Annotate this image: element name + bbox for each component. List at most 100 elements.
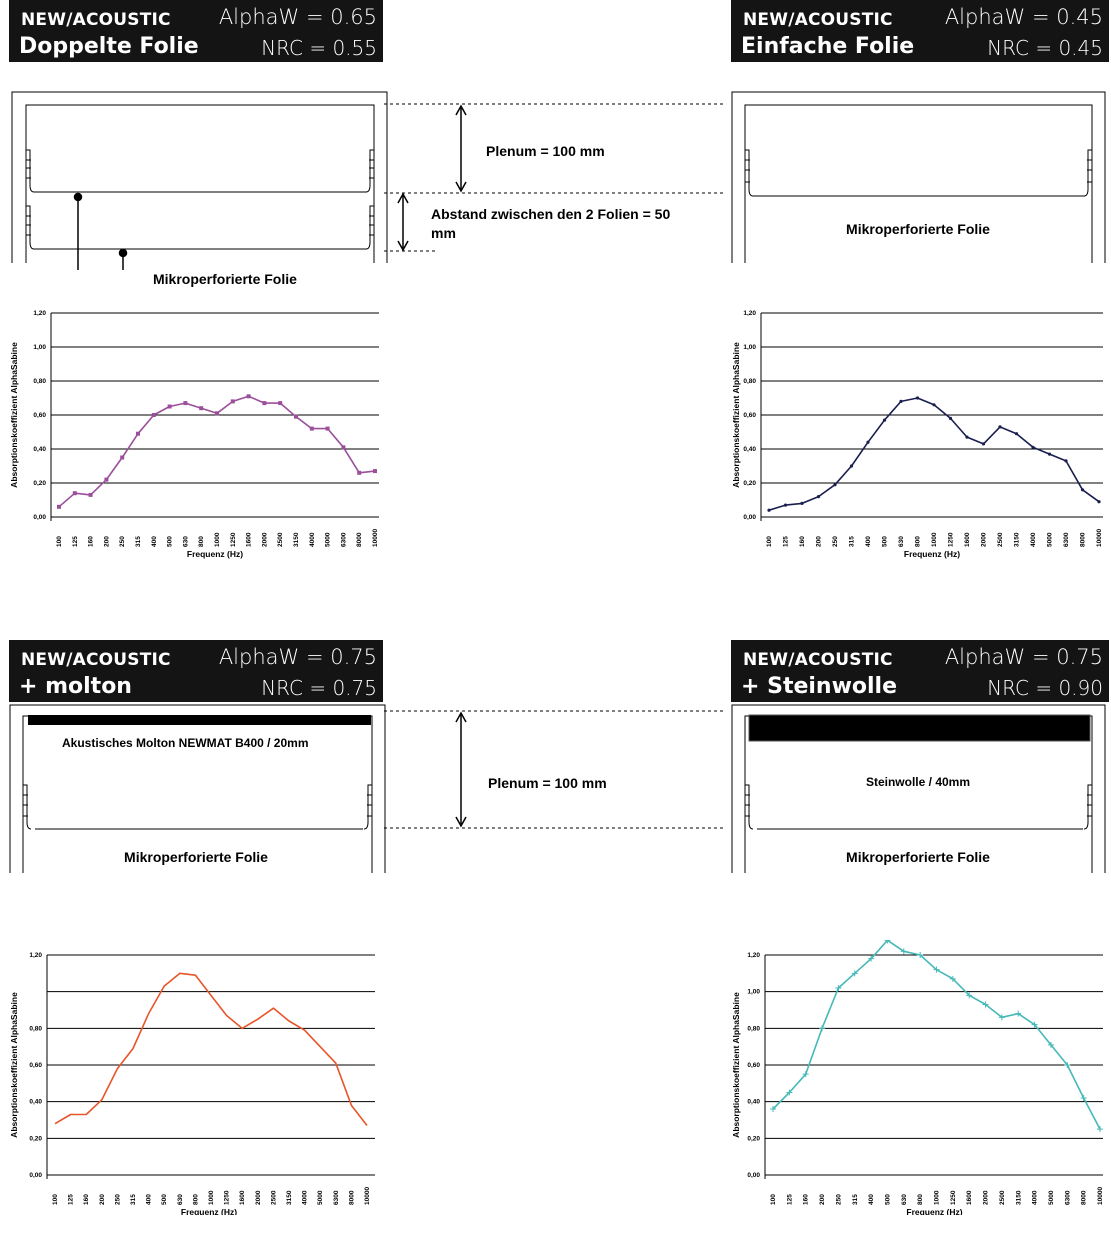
y-axis-title: Absorptionskoeffizient AlphaSabine	[9, 342, 19, 488]
x-tick-label: 2500	[997, 532, 1004, 547]
y-tick-label: 0,80	[743, 378, 756, 385]
y-tick-label: 0,20	[33, 480, 46, 487]
data-point	[1014, 432, 1019, 436]
x-tick-label: 4000	[1030, 532, 1037, 547]
x-tick-label: 800	[198, 536, 205, 547]
x-tick-label: 630	[901, 1194, 908, 1205]
x-axis-title: Frequenz (Hz)	[187, 549, 243, 559]
molton-layer	[28, 715, 371, 725]
data-point	[1064, 1062, 1071, 1068]
y-tick-label: 0,00	[747, 1172, 760, 1179]
x-tick-label: 10000	[372, 529, 379, 547]
x-tick-label: 800	[917, 1194, 924, 1205]
x-tick-label: 10000	[1097, 1187, 1104, 1205]
x-tick-label: 5000	[325, 532, 332, 547]
data-point	[884, 940, 891, 944]
y-tick-label: 0,40	[743, 446, 756, 453]
x-axis-title: Frequenz (Hz)	[904, 549, 960, 559]
data-point	[230, 399, 235, 404]
x-tick-label: 1250	[950, 1190, 957, 1205]
data-point	[866, 440, 870, 444]
x-tick-label: 125	[786, 1194, 793, 1205]
brand-label: NEW/ACOUSTIC	[21, 10, 171, 30]
y-tick-label: 1,20	[33, 310, 46, 317]
x-tick-label: 100	[770, 1194, 777, 1205]
x-tick-label: 200	[816, 536, 823, 547]
x-tick-label: 6300	[340, 532, 347, 547]
data-point	[1064, 459, 1068, 463]
alphaw-value: AlphaW = 0.75	[944, 645, 1103, 669]
data-point	[1031, 445, 1035, 449]
x-tick-label: 400	[146, 1194, 153, 1205]
data-point	[1015, 1010, 1022, 1017]
frequency-chart: 0,00 0,20 0,40 0,60 0,80 1,00 1,20 100 125 160 200…	[9, 310, 379, 559]
x-tick-label: 1600	[966, 1190, 973, 1205]
x-tick-label: 100	[766, 536, 773, 547]
y-tick-label: 1,20	[747, 952, 760, 959]
x-tick-label: 100	[56, 536, 63, 547]
steinwolle-layer	[748, 714, 1091, 742]
ceiling-diagram	[11, 91, 388, 270]
data-point	[816, 495, 821, 499]
frequency-chart: 0,00 0,20 0,40 0,60 0,80 1,00 1,20 100 125 160 200…	[731, 310, 1103, 559]
data-point	[899, 399, 903, 403]
data-point	[72, 491, 77, 496]
x-tick-label: 250	[119, 536, 126, 547]
x-tick-label: 1600	[239, 1190, 246, 1205]
y-tick-label: 1,00	[747, 989, 760, 996]
plenum-label-top: Plenum = 100 mm	[486, 143, 605, 159]
film-label: Mikroperforierte Folie	[846, 849, 990, 865]
y-tick-label: 0,00	[33, 514, 46, 521]
x-tick-label: 2000	[261, 532, 268, 547]
data-point	[1047, 452, 1052, 456]
data-point	[900, 948, 907, 955]
x-tick-label: 3150	[286, 1190, 293, 1205]
film-label: Mikroperforierte Folie	[153, 271, 297, 287]
data-point	[802, 1071, 809, 1078]
frequency-chart: 0,00 0,20 0,40 0,60 0,80 1,20 100 125 160 200 250 3…	[9, 952, 375, 1215]
x-tick-label: 3150	[293, 532, 300, 547]
panel-header: NEW/ACOUSTIC Doppelte Folie AlphaW = 0.6…	[9, 0, 383, 62]
x-tick-label: 200	[99, 1194, 106, 1205]
x-tick-label: 125	[72, 536, 79, 547]
x-tick-label: 160	[83, 1194, 90, 1205]
distance-label: Abstand zwischen den 2 Folien = 50 mm	[431, 206, 671, 241]
x-tick-label: 315	[849, 536, 856, 547]
y-tick-label: 0,60	[29, 1062, 42, 1069]
x-tick-label: 500	[882, 536, 889, 547]
data-point	[1097, 500, 1101, 504]
x-tick-label: 2000	[255, 1190, 262, 1205]
x-tick-label: 8000	[1080, 532, 1087, 547]
data-point	[341, 445, 346, 450]
y-tick-label: 0,20	[29, 1135, 42, 1142]
x-tick-label: 200	[819, 1194, 826, 1205]
x-tick-label: 315	[130, 1194, 137, 1205]
data-point	[800, 501, 804, 505]
y-tick-label: 0,20	[747, 1135, 760, 1142]
alphaw-value: AlphaW = 0.65	[218, 5, 377, 29]
panel-einfache-folie: NEW/ACOUSTIC Einfache Folie AlphaW = 0.4…	[731, 0, 1111, 600]
x-tick-label: 1250	[224, 1190, 231, 1205]
x-tick-label: 200	[103, 536, 110, 547]
x-tick-label: 800	[192, 1194, 199, 1205]
x-tick-label: 500	[167, 536, 174, 547]
data-point	[167, 404, 172, 409]
y-tick-label: 0,20	[743, 480, 756, 487]
data-point	[998, 425, 1002, 429]
x-tick-label: 250	[114, 1194, 121, 1205]
data-point	[849, 464, 854, 468]
x-tick-label: 2500	[277, 532, 284, 547]
nrc-value: NRC = 0.55	[261, 36, 377, 60]
series-line	[54, 972, 368, 1126]
data-point	[57, 504, 61, 509]
x-tick-label: 630	[898, 536, 905, 547]
data-point	[948, 416, 953, 420]
panel-header: NEW/ACOUSTIC + Steinwolle AlphaW = 0.75 …	[731, 640, 1109, 702]
x-tick-label: 5000	[317, 1190, 324, 1205]
x-tick-label: 500	[161, 1194, 168, 1205]
ceiling-diagram	[731, 91, 1106, 263]
x-tick-label: 4000	[302, 1190, 309, 1205]
data-point	[966, 992, 973, 999]
x-tick-label: 315	[135, 536, 142, 547]
data-point	[88, 492, 93, 497]
